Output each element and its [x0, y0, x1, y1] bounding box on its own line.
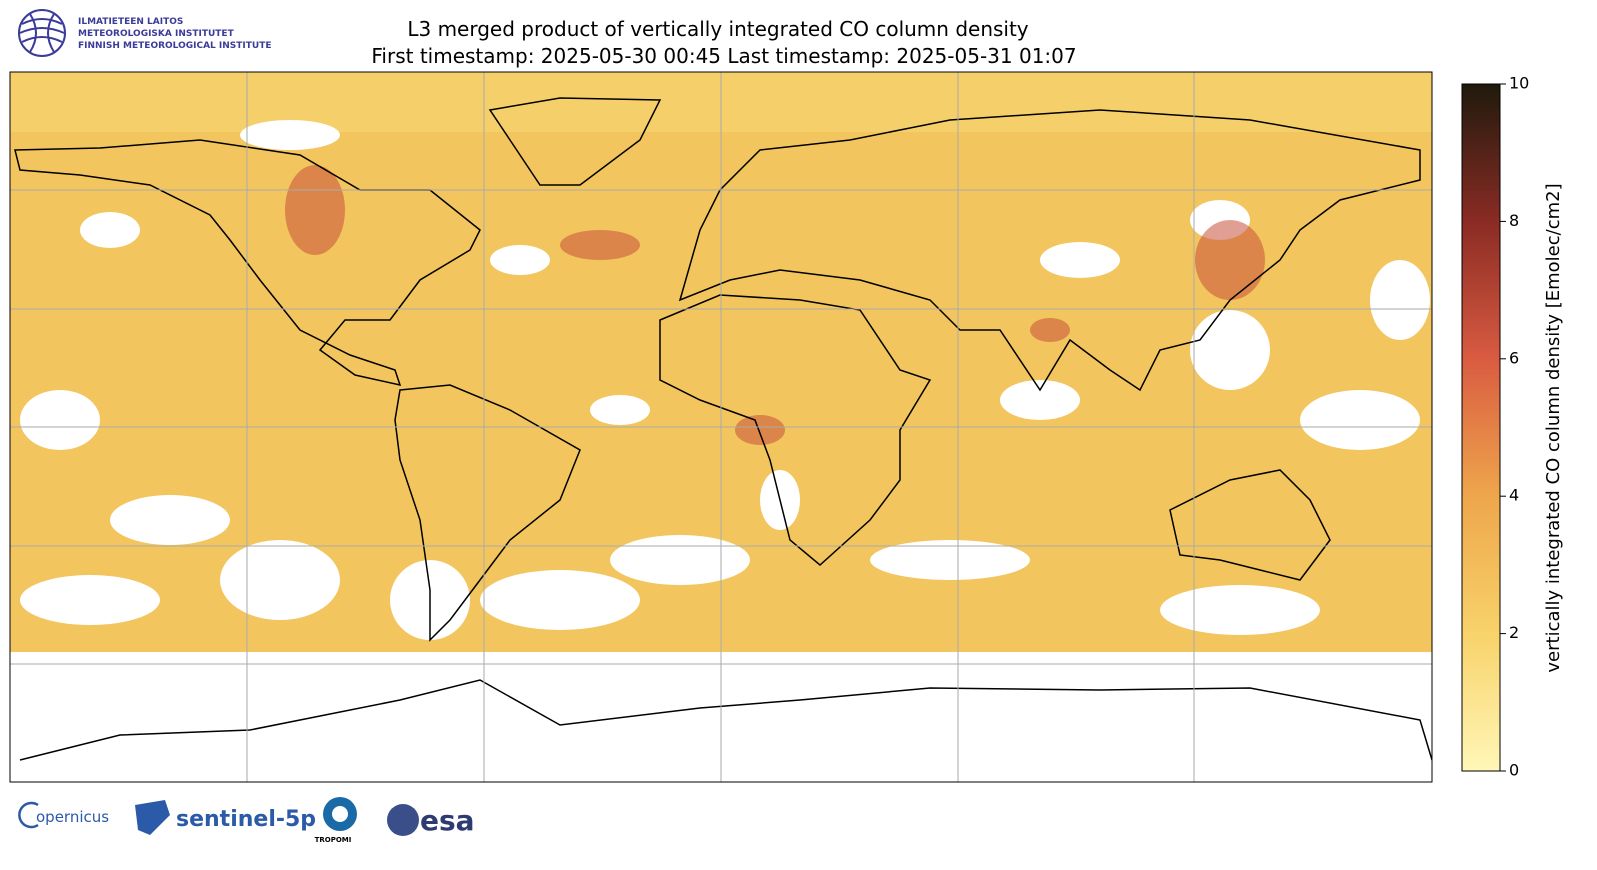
colorbar-tick-label: 10 — [1509, 74, 1529, 93]
colorbar-tick-label: 4 — [1509, 486, 1519, 505]
institute-line: FINNISH METEOROLOGICAL INSTITUTE — [78, 41, 272, 51]
colorbar-tick-label: 0 — [1509, 761, 1519, 780]
map — [10, 72, 1432, 782]
sentinel-logo: sentinel-5p — [176, 807, 316, 832]
colorbar-tick-label: 2 — [1509, 623, 1519, 642]
institute-line: ILMATIETEEN LAITOS — [78, 17, 183, 27]
tropomi-logo: TROPOMI — [315, 836, 352, 844]
subtitle: First timestamp: 2025-05-30 00:45 Last t… — [371, 44, 1076, 68]
colorbar-label: vertically integrated CO column density … — [1543, 183, 1564, 672]
colorbar-tick-label: 6 — [1509, 348, 1519, 367]
title: L3 merged product of vertically integrat… — [407, 17, 1028, 41]
colorbar — [1461, 83, 1501, 772]
colorbar-tick-label: 8 — [1509, 211, 1519, 230]
agency-logos: opernicus sentinel-5p TROPOMI esa — [18, 797, 475, 844]
copernicus-logo: opernicus — [36, 808, 109, 826]
map-frame — [9, 71, 1433, 783]
esa-logo: esa — [420, 804, 475, 837]
institute-logo: ILMATIETEEN LAITOS METEOROLOGISKA INSTIT… — [18, 9, 272, 57]
institute-line: METEOROLOGISKA INSTITUTET — [78, 29, 235, 39]
